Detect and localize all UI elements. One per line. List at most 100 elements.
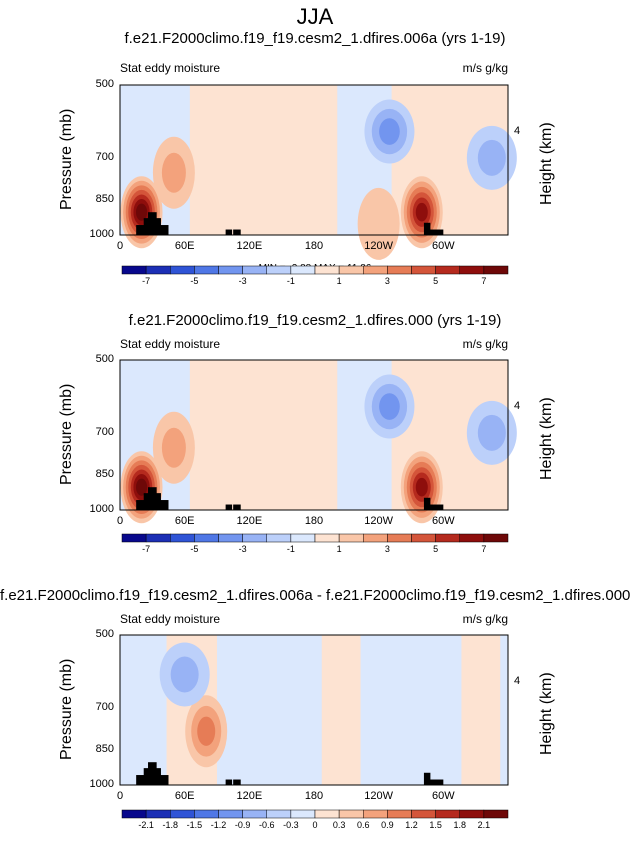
y2-axis-label: Height (km) (538, 122, 555, 205)
colorbar-label: -2.1 (138, 820, 154, 830)
contour-plot (119, 84, 517, 260)
topography (426, 779, 444, 785)
colorbar-swatch (459, 809, 485, 819)
contour-plot (119, 634, 509, 786)
colorbar-label: 1.2 (405, 820, 418, 830)
colorbar (121, 533, 509, 543)
topography (148, 487, 157, 510)
y-tick-label: 1000 (89, 228, 114, 240)
y-tick-label: 700 (95, 425, 114, 438)
colorbar-swatch (170, 533, 195, 543)
x-tick-label: 180 (304, 515, 324, 527)
panel-right-label: m/s g/kg (462, 612, 508, 626)
negative-anomaly (170, 656, 199, 693)
positive-band (189, 360, 338, 510)
topography (426, 229, 444, 235)
negative-anomaly (477, 414, 506, 451)
x-tick-label: 120E (236, 240, 263, 252)
y2-tick-label: 4 (514, 399, 521, 412)
y-axis-label: Pressure (mb) (58, 108, 75, 210)
colorbar-label: -5 (190, 276, 199, 286)
colorbar-swatch (314, 533, 340, 543)
positive-band (321, 635, 361, 785)
colorbar-label: 0.9 (381, 820, 394, 830)
y2-axis-label: Height (km) (538, 397, 555, 480)
y2-tick-label: 4 (514, 674, 521, 687)
colorbar-swatch (145, 265, 171, 275)
colorbar-swatch (483, 533, 509, 543)
colorbar-label: -1.5 (186, 820, 203, 830)
x-tick-label: 60W (432, 240, 455, 252)
negative-anomaly (379, 118, 400, 145)
colorbar-label: -1 (286, 276, 295, 286)
colorbar-label: 5 (433, 276, 439, 286)
colorbar-label: -7 (142, 276, 151, 286)
x-tick-label: 180 (304, 790, 324, 802)
positive-anomaly (415, 477, 428, 497)
x-tick-label: 0 (116, 240, 124, 252)
colorbar-label: 7 (481, 544, 487, 554)
colorbar-swatch (194, 265, 219, 275)
x-tick-label: 120W (364, 790, 394, 802)
colorbar-swatch (363, 265, 388, 275)
colorbar-swatch (242, 265, 267, 275)
y-tick-label: 500 (95, 628, 114, 640)
colorbar-label: 1 (336, 276, 342, 286)
colorbar-swatch (314, 265, 340, 275)
colorbar-label: -0.9 (234, 820, 251, 830)
topography (148, 762, 157, 785)
positive-band (189, 85, 338, 235)
colorbar-swatch (121, 265, 147, 275)
colorbar-swatch (266, 533, 292, 543)
colorbar-swatch (338, 265, 364, 275)
colorbar-swatch (435, 265, 460, 275)
colorbar-swatch (435, 809, 460, 819)
contour-plot (119, 359, 517, 524)
colorbar-label: 5 (433, 544, 439, 554)
colorbar-swatch (290, 533, 316, 543)
panel-left-label: Stat eddy moisture (120, 612, 221, 626)
x-tick-label: 0 (116, 515, 124, 527)
y-tick-label: 850 (95, 742, 114, 755)
colorbar-label: 3 (384, 544, 390, 554)
panel-left-label: Stat eddy moisture (120, 61, 221, 75)
colorbar-label: -5 (190, 544, 199, 554)
x-tick-label: 180 (304, 240, 324, 252)
panel-title: f.e21.F2000climo.f19_f19.cesm2_1.dfires.… (124, 30, 506, 47)
colorbar-label: -3 (238, 276, 247, 286)
colorbar-swatch (387, 533, 412, 543)
colorbar-swatch (121, 533, 147, 543)
colorbar-label: 0.3 (332, 820, 346, 830)
y-tick-label: 850 (95, 467, 114, 480)
colorbar-swatch (483, 809, 509, 819)
x-tick-label: 60E (174, 515, 195, 527)
colorbar-swatch (194, 533, 219, 543)
x-tick-label: 120W (364, 515, 394, 527)
colorbar-swatch (459, 533, 485, 543)
figure-title: JJA (296, 4, 334, 29)
colorbar-label: 7 (481, 276, 487, 286)
y-axis-label: Pressure (mb) (58, 658, 75, 760)
positive-anomaly (357, 187, 400, 260)
colorbar-swatch (218, 265, 243, 275)
colorbar-label: -1.8 (162, 820, 178, 830)
colorbar-label: 1.5 (429, 820, 442, 830)
topography (225, 229, 233, 235)
positive-anomaly (197, 716, 216, 746)
plot-frame (119, 359, 509, 511)
colorbar (121, 265, 509, 275)
x-tick-label: 120W (364, 240, 394, 252)
topography (148, 212, 157, 235)
y-tick-label: 700 (95, 150, 114, 163)
plot-frame (119, 84, 509, 236)
colorbar-swatch (145, 809, 171, 819)
colorbar-swatch (411, 265, 436, 275)
topography (225, 504, 233, 510)
panel-title: f.e21.F2000climo.f19_f19.cesm2_1.dfires.… (0, 587, 630, 604)
topography (423, 772, 431, 785)
colorbar-swatch (290, 809, 316, 819)
y2-tick-label: 4 (514, 124, 521, 137)
topography (423, 222, 431, 235)
topography (233, 779, 241, 785)
colorbar-label: 1 (336, 544, 342, 554)
